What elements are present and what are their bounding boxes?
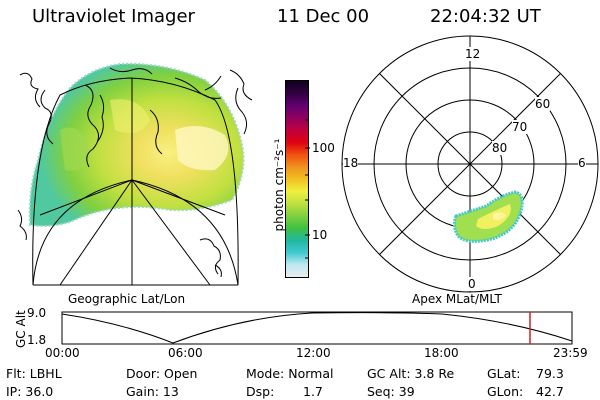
filter-info: Flt: LBHL [6, 366, 62, 381]
glon-value: 42.7 [536, 384, 564, 399]
altitude-ytick-bottom: 1.8 [27, 333, 47, 347]
glon-label: GLon: [487, 384, 524, 399]
ip-info: IP: 36.0 [6, 384, 54, 399]
mlat-label-60: 60 [535, 97, 551, 111]
apex-caption: Apex MLat/MLT [412, 292, 502, 306]
geographic-grid [32, 77, 239, 286]
time-tick-2359: 23:59 [553, 346, 588, 360]
gain-info: Gain: 13 [126, 384, 179, 399]
mlt-label-6: 6 [578, 156, 586, 170]
time-tick-1800: 18:00 [424, 346, 459, 360]
date-label: 11 Dec 00 [277, 6, 370, 27]
altitude-ytick-top: 9.0 [27, 306, 47, 320]
mode-info: Mode: Normal [246, 366, 334, 381]
altitude-ylabel: GC Alt [14, 310, 28, 348]
gc-alt-info: GC Alt: 3.8 Re [367, 366, 455, 381]
colorbar-unit-label: photon cm⁻²s⁻¹ [272, 138, 286, 232]
time-label: 22:04:32 UT [430, 6, 541, 27]
color-scale-bar [285, 80, 309, 278]
mlt-label-0: 0 [468, 277, 476, 291]
colorbar-tick-10: 10 [312, 228, 328, 242]
dsp-value: 1.7 [303, 384, 323, 399]
time-tick-0000: 00:00 [45, 346, 80, 360]
altitude-plot [61, 311, 573, 345]
time-tick-0600: 06:00 [168, 346, 203, 360]
mlt-label-12: 12 [465, 47, 481, 61]
mlat-label-70: 70 [512, 120, 528, 134]
door-info: Door: Open [126, 366, 198, 381]
colorbar-tick-100: 100 [312, 141, 335, 155]
mlat-mlt-polar-plot [341, 35, 599, 293]
time-tick-1200: 12:00 [296, 346, 331, 360]
app-title: Ultraviolet Imager [32, 6, 195, 27]
altitude-curve [61, 312, 573, 344]
colorbar-ticks [305, 119, 310, 259]
mlat-label-80: 80 [492, 141, 508, 155]
seq-info: Seq: 39 [367, 384, 415, 399]
geographic-caption: Geographic Lat/Lon [68, 292, 186, 306]
glat-value: 79.3 [536, 366, 564, 381]
dsp-label: Dsp: [246, 384, 275, 399]
glat-label: GLat: [487, 366, 521, 381]
mlt-label-18: 18 [343, 156, 359, 170]
